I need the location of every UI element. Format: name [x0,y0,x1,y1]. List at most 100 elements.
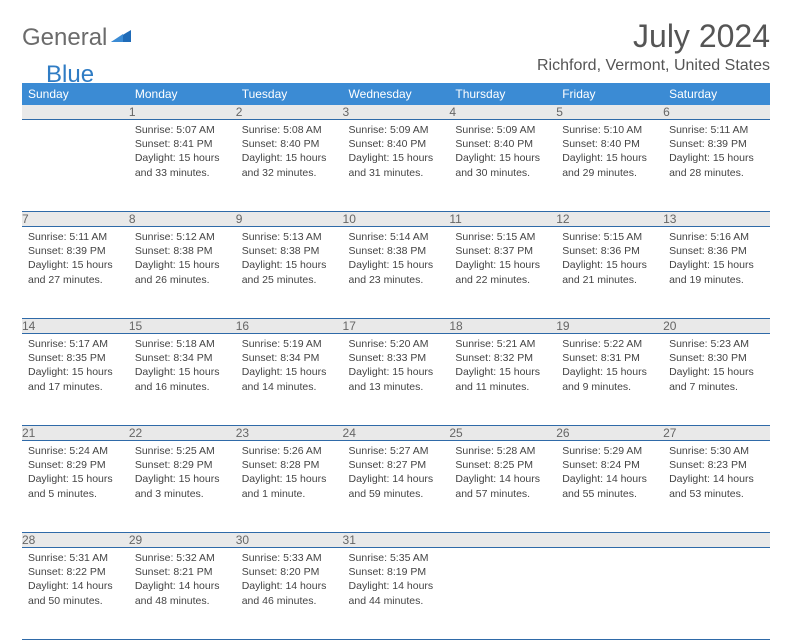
day-number [22,105,129,120]
day-number: 19 [556,319,663,334]
sunrise-line: Sunrise: 5:19 AM [242,337,337,351]
day-cell: Sunrise: 5:21 AMSunset: 8:32 PMDaylight:… [449,334,556,426]
logo-flag-icon [109,26,133,51]
daylight-line: Daylight: 15 hours and 7 minutes. [669,365,764,393]
weekday-header: Friday [556,83,663,105]
daylight-line: Daylight: 15 hours and 21 minutes. [562,258,657,286]
sunrise-line: Sunrise: 5:22 AM [562,337,657,351]
day-cell: Sunrise: 5:31 AMSunset: 8:22 PMDaylight:… [22,548,129,640]
logo-text-general: General [22,24,107,52]
day-cell: Sunrise: 5:15 AMSunset: 8:36 PMDaylight:… [556,227,663,319]
daylight-line: Daylight: 15 hours and 16 minutes. [135,365,230,393]
weekday-header: Monday [129,83,236,105]
day-number: 11 [449,212,556,227]
daylight-line: Daylight: 14 hours and 57 minutes. [455,472,550,500]
daylight-line: Daylight: 15 hours and 30 minutes. [455,151,550,179]
sunset-line: Sunset: 8:36 PM [562,244,657,258]
sunrise-line: Sunrise: 5:20 AM [349,337,444,351]
sunrise-line: Sunrise: 5:15 AM [562,230,657,244]
header: General July 2024 Richford, Vermont, Uni… [22,18,770,75]
weekday-header: Wednesday [343,83,450,105]
daylight-line: Daylight: 15 hours and 3 minutes. [135,472,230,500]
sunset-line: Sunset: 8:27 PM [349,458,444,472]
day-number: 27 [663,426,770,441]
sunset-line: Sunset: 8:35 PM [28,351,123,365]
daylight-line: Daylight: 15 hours and 5 minutes. [28,472,123,500]
sunset-line: Sunset: 8:29 PM [135,458,230,472]
sunrise-line: Sunrise: 5:09 AM [349,123,444,137]
day-cell: Sunrise: 5:09 AMSunset: 8:40 PMDaylight:… [343,120,450,212]
day-number: 9 [236,212,343,227]
day-cell: Sunrise: 5:30 AMSunset: 8:23 PMDaylight:… [663,441,770,533]
sunset-line: Sunset: 8:33 PM [349,351,444,365]
daylight-line: Daylight: 15 hours and 14 minutes. [242,365,337,393]
daylight-line: Daylight: 14 hours and 46 minutes. [242,579,337,607]
sunset-line: Sunset: 8:38 PM [135,244,230,258]
daylight-line: Daylight: 15 hours and 25 minutes. [242,258,337,286]
sunset-line: Sunset: 8:28 PM [242,458,337,472]
sunrise-line: Sunrise: 5:14 AM [349,230,444,244]
day-number: 15 [129,319,236,334]
day-number: 23 [236,426,343,441]
day-cell: Sunrise: 5:16 AMSunset: 8:36 PMDaylight:… [663,227,770,319]
sunrise-line: Sunrise: 5:31 AM [28,551,123,565]
sunset-line: Sunset: 8:34 PM [135,351,230,365]
daylight-line: Daylight: 15 hours and 23 minutes. [349,258,444,286]
daylight-line: Daylight: 15 hours and 11 minutes. [455,365,550,393]
daylight-line: Daylight: 15 hours and 1 minute. [242,472,337,500]
daylight-line: Daylight: 15 hours and 31 minutes. [349,151,444,179]
day-cell [22,120,129,212]
daylight-line: Daylight: 15 hours and 19 minutes. [669,258,764,286]
sunset-line: Sunset: 8:30 PM [669,351,764,365]
day-number: 7 [22,212,129,227]
day-cell: Sunrise: 5:27 AMSunset: 8:27 PMDaylight:… [343,441,450,533]
daylight-line: Daylight: 14 hours and 53 minutes. [669,472,764,500]
sunrise-line: Sunrise: 5:23 AM [669,337,764,351]
daylight-line: Daylight: 15 hours and 27 minutes. [28,258,123,286]
day-number: 25 [449,426,556,441]
sunrise-line: Sunrise: 5:13 AM [242,230,337,244]
day-cell: Sunrise: 5:11 AMSunset: 8:39 PMDaylight:… [22,227,129,319]
logo: General [22,18,135,52]
daylight-line: Daylight: 15 hours and 33 minutes. [135,151,230,179]
sunrise-line: Sunrise: 5:10 AM [562,123,657,137]
daylight-line: Daylight: 14 hours and 59 minutes. [349,472,444,500]
day-cell: Sunrise: 5:17 AMSunset: 8:35 PMDaylight:… [22,334,129,426]
day-number: 29 [129,533,236,548]
sunrise-line: Sunrise: 5:11 AM [28,230,123,244]
sunrise-line: Sunrise: 5:08 AM [242,123,337,137]
day-cell: Sunrise: 5:12 AMSunset: 8:38 PMDaylight:… [129,227,236,319]
day-cell: Sunrise: 5:11 AMSunset: 8:39 PMDaylight:… [663,120,770,212]
calendar-table: SundayMondayTuesdayWednesdayThursdayFrid… [22,83,770,640]
sunset-line: Sunset: 8:22 PM [28,565,123,579]
sunrise-line: Sunrise: 5:32 AM [135,551,230,565]
day-cell: Sunrise: 5:10 AMSunset: 8:40 PMDaylight:… [556,120,663,212]
day-cell: Sunrise: 5:19 AMSunset: 8:34 PMDaylight:… [236,334,343,426]
day-number: 24 [343,426,450,441]
daylight-line: Daylight: 15 hours and 32 minutes. [242,151,337,179]
day-number: 5 [556,105,663,120]
day-number: 12 [556,212,663,227]
day-cell: Sunrise: 5:14 AMSunset: 8:38 PMDaylight:… [343,227,450,319]
day-number: 22 [129,426,236,441]
day-number: 21 [22,426,129,441]
sunset-line: Sunset: 8:37 PM [455,244,550,258]
day-number: 10 [343,212,450,227]
month-title: July 2024 [537,18,770,55]
sunset-line: Sunset: 8:39 PM [28,244,123,258]
day-cell: Sunrise: 5:33 AMSunset: 8:20 PMDaylight:… [236,548,343,640]
sunrise-line: Sunrise: 5:25 AM [135,444,230,458]
day-cell: Sunrise: 5:24 AMSunset: 8:29 PMDaylight:… [22,441,129,533]
daylight-line: Daylight: 15 hours and 22 minutes. [455,258,550,286]
day-number: 28 [22,533,129,548]
day-cell: Sunrise: 5:32 AMSunset: 8:21 PMDaylight:… [129,548,236,640]
daylight-line: Daylight: 15 hours and 9 minutes. [562,365,657,393]
day-cell: Sunrise: 5:35 AMSunset: 8:19 PMDaylight:… [343,548,450,640]
day-number: 17 [343,319,450,334]
weekday-header: Thursday [449,83,556,105]
sunset-line: Sunset: 8:29 PM [28,458,123,472]
day-number: 1 [129,105,236,120]
daylight-line: Daylight: 14 hours and 44 minutes. [349,579,444,607]
sunset-line: Sunset: 8:39 PM [669,137,764,151]
day-number: 8 [129,212,236,227]
